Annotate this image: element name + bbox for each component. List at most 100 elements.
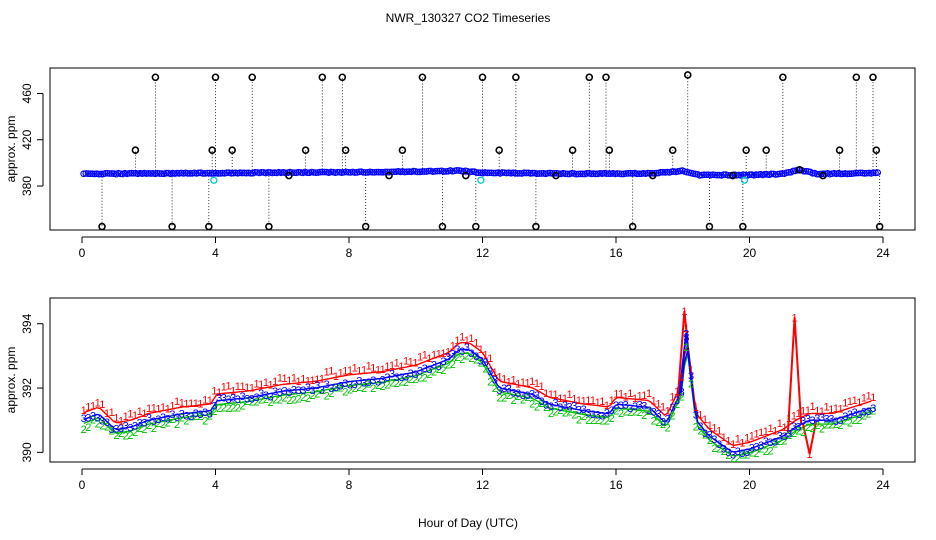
series-marker-2: 2 (426, 369, 432, 381)
series-marker-2: 2 (109, 425, 115, 437)
series-marker-2: 2 (473, 354, 479, 366)
x-tick-label: 24 (876, 478, 890, 492)
series-marker-2: 2 (272, 394, 278, 406)
series-marker-2: 2 (852, 415, 858, 427)
series-marker-2: 2 (838, 420, 844, 432)
baseline-point (440, 168, 448, 175)
series-marker-3: 3 (202, 407, 208, 419)
series-marker-2: 2 (828, 419, 834, 431)
series-marker-3: 3 (244, 393, 250, 405)
baseline-point (516, 169, 524, 177)
series-marker-2: 2 (380, 381, 386, 393)
baseline-point (373, 168, 380, 176)
plot-frame (49, 297, 916, 463)
series-marker-1: 1 (763, 426, 769, 438)
spike-marker: 1 (807, 449, 813, 461)
series-marker-2: 2 (730, 453, 736, 465)
series-marker-2: 2 (641, 410, 647, 422)
series-marker-2: 2 (781, 436, 787, 448)
series-marker-1: 1 (338, 368, 344, 380)
series-marker-2: 2 (749, 447, 755, 459)
flagged-point (477, 176, 485, 184)
series-marker-1: 1 (239, 381, 245, 393)
series-marker-3: 3 (310, 385, 316, 397)
baseline-point (561, 170, 569, 178)
series-marker-2: 2 (207, 410, 213, 422)
series-marker-1: 1 (767, 423, 773, 435)
series-marker-3: 3 (268, 391, 274, 403)
baseline-point (442, 168, 450, 175)
series-marker-1: 1 (581, 395, 587, 407)
series-marker-2: 2 (338, 382, 344, 394)
x-tick-label: 4 (212, 478, 219, 492)
series-marker-3: 3 (141, 418, 147, 430)
series-marker-1: 1 (856, 397, 862, 409)
series-marker-3: 3 (557, 402, 563, 414)
series-marker-2: 2 (370, 383, 376, 395)
series-marker-3: 3 (529, 389, 535, 401)
series-marker-1: 1 (487, 353, 493, 365)
series-marker-2: 2 (249, 396, 255, 408)
baseline-point (483, 169, 491, 177)
baseline-point (238, 169, 246, 177)
baseline-point (425, 167, 432, 175)
series-marker-1: 1 (637, 390, 643, 402)
series-marker-2: 2 (193, 411, 199, 423)
series-marker-1: 1 (632, 393, 638, 405)
series-marker-1: 1 (753, 429, 759, 441)
series-marker-1: 1 (707, 420, 713, 432)
series-marker-1: 1 (660, 401, 666, 413)
baseline-point (199, 170, 207, 177)
series-marker-3: 3 (221, 392, 227, 404)
series-marker-1: 1 (838, 404, 844, 416)
series-line-1 (83, 342, 872, 447)
spike-point (98, 222, 106, 231)
series-marker-2: 2 (324, 390, 330, 402)
baseline-point (583, 170, 591, 177)
series-marker-1: 1 (510, 374, 516, 386)
baseline-point (147, 170, 155, 177)
baseline-point (544, 169, 552, 177)
series-marker-2: 2 (123, 430, 129, 442)
series-marker-3: 3 (725, 447, 731, 459)
series-marker-1: 1 (268, 379, 274, 391)
series-marker-3: 3 (263, 390, 269, 402)
series-marker-1: 1 (520, 377, 526, 389)
series-marker-1: 1 (118, 415, 124, 427)
series-marker-3: 3 (375, 377, 381, 389)
baseline-point (310, 169, 317, 176)
series-marker-3: 3 (146, 413, 152, 425)
series-marker-3: 3 (632, 401, 638, 413)
x-tick-label: 0 (79, 478, 86, 492)
series-marker-2: 2 (85, 422, 91, 434)
series-marker-3: 3 (169, 409, 175, 421)
baseline-point (295, 168, 302, 176)
series-marker-2: 2 (90, 414, 96, 426)
series-marker-1: 1 (688, 365, 694, 377)
baseline-point (95, 170, 103, 178)
series-marker-1: 1 (426, 353, 432, 365)
baseline-point (535, 170, 543, 177)
series-marker-3: 3 (408, 368, 414, 380)
series-marker-1: 1 (651, 395, 657, 407)
baseline-point (741, 171, 749, 179)
series-marker-1: 1 (739, 437, 745, 449)
series-marker-1: 1 (679, 372, 685, 384)
series-marker-1: 1 (604, 400, 610, 412)
series-marker-3: 3 (272, 386, 278, 398)
series-marker-3: 3 (328, 383, 334, 395)
series-marker-2: 2 (454, 352, 460, 364)
series-marker-2: 2 (758, 444, 764, 456)
series-marker-1: 1 (384, 361, 390, 373)
series-marker-3: 3 (132, 420, 138, 432)
series-marker-2: 2 (160, 419, 166, 431)
series-marker-1: 1 (216, 387, 222, 399)
series-marker-3: 3 (422, 363, 428, 375)
series-marker-3: 3 (772, 437, 778, 449)
series-marker-1: 1 (557, 393, 563, 405)
series-marker-2: 2 (581, 411, 587, 423)
series-marker-2: 2 (716, 443, 722, 455)
series-marker-3: 3 (118, 423, 124, 435)
series-marker-1: 1 (314, 374, 320, 386)
series-marker-1: 1 (711, 422, 717, 434)
